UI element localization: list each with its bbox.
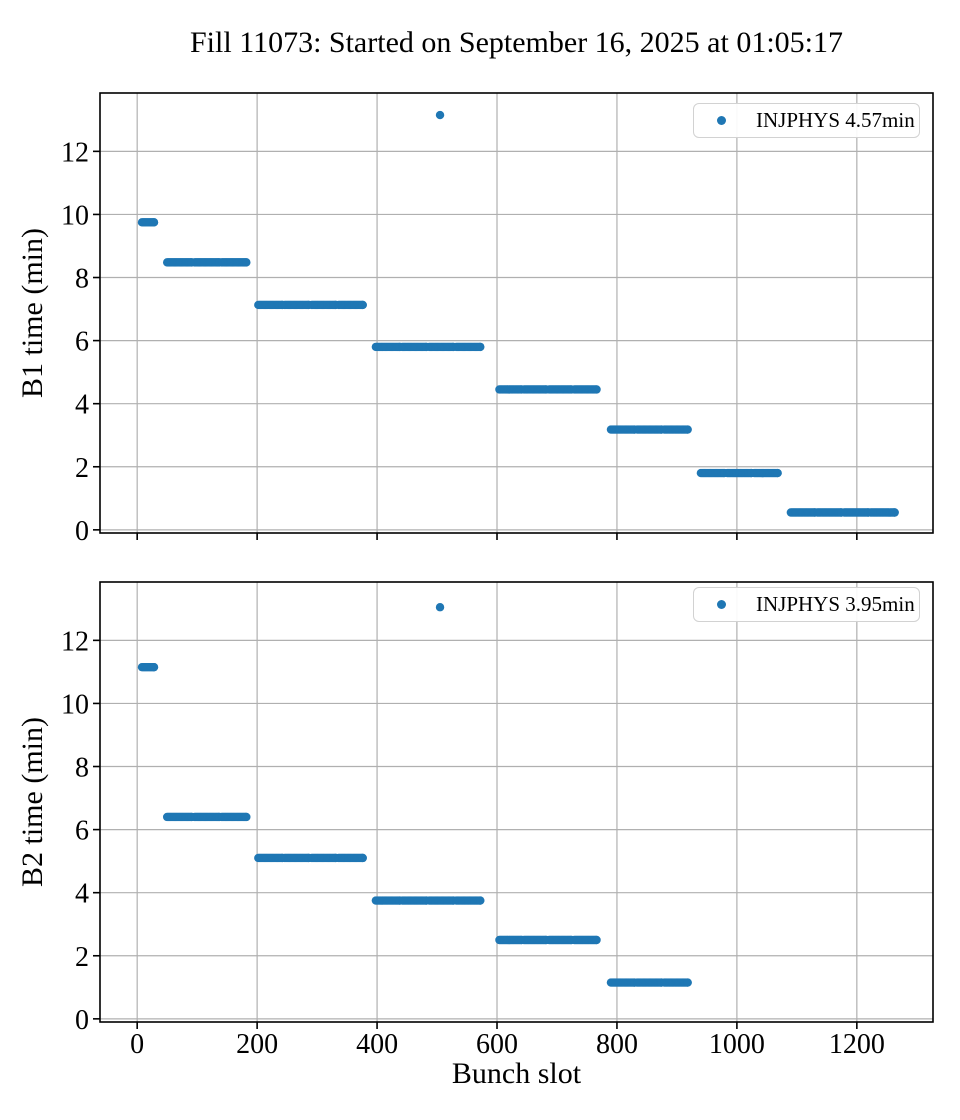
x-tick-label: 600 [476,1029,518,1060]
data-point [358,300,367,310]
data-point [242,258,251,267]
data-point [592,385,601,394]
b2-legend-label: INJPHYS 3.95min [756,592,915,616]
y-tick-label: 4 [75,390,89,421]
scatter-marker-icon [717,116,726,125]
outlier-point [435,110,445,120]
x-tick-label: 0 [130,1029,144,1060]
y-tick-label: 8 [75,753,89,784]
data-point [149,662,159,672]
data-point [773,468,782,478]
y-tick-label: 0 [75,516,89,547]
data-point [358,853,367,863]
x-tick-label: 200 [236,1029,278,1060]
y-tick-label: 4 [75,879,89,910]
data-point [476,896,485,905]
y-tick-label: 12 [61,137,89,168]
data-point [683,978,692,987]
b1-legend-label: INJPHYS 4.57min [756,108,915,132]
y-tick-label: 6 [75,816,89,847]
x-tick-label: 1200 [829,1029,885,1060]
b2-legend: INJPHYS 3.95min [693,587,920,622]
y-tick-label: 10 [61,689,89,720]
y-tick-label: 10 [61,200,89,231]
y-tick-label: 2 [75,942,89,973]
b2-y-axis-label: B2 time (min) [16,717,49,887]
data-point [683,425,692,434]
axes-frame [99,581,934,1023]
data-point [592,935,601,945]
data-point [476,342,485,352]
x-axis-label: Bunch slot [451,1057,582,1090]
scatter-marker-icon [717,600,726,609]
x-tick-label: 400 [356,1029,398,1060]
b1-y-axis-label: B1 time (min) [16,228,49,398]
y-tick-label: 6 [75,327,89,358]
y-tick-label: 2 [75,453,89,484]
y-tick-label: 8 [75,264,89,295]
data-point [890,508,899,517]
data-point [242,812,251,822]
y-tick-label: 0 [75,1005,89,1036]
outlier-point [435,603,445,612]
x-tick-label: 1000 [709,1029,765,1060]
axes-frame [99,92,934,534]
data-point [149,218,159,227]
b1-legend: INJPHYS 4.57min [693,103,920,138]
y-tick-label: 12 [61,626,89,657]
x-tick-label: 800 [596,1029,638,1060]
figure-title: Fill 11073: Started on September 16, 202… [190,26,843,59]
